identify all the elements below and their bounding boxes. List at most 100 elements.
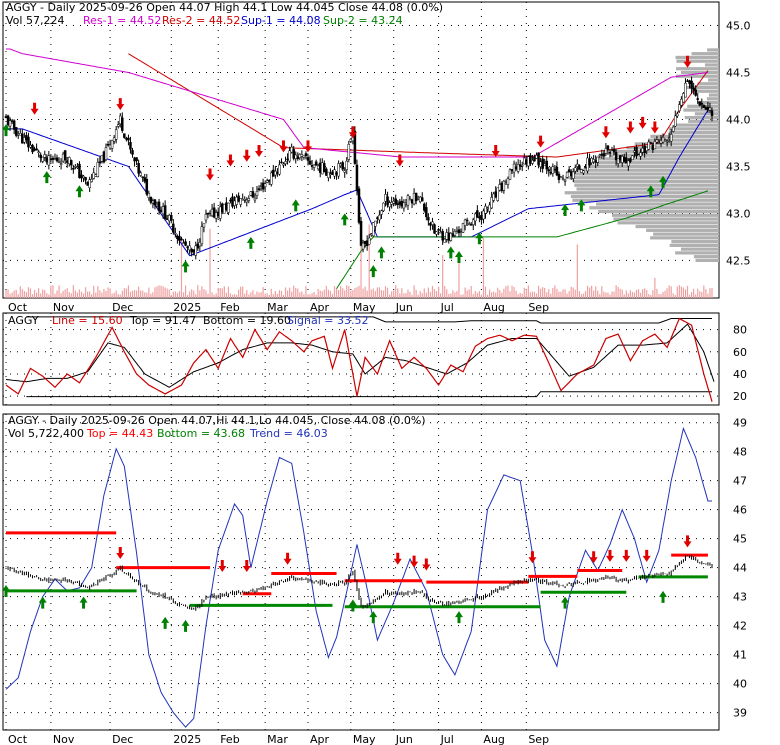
candle-body — [25, 135, 28, 141]
candle-body — [94, 174, 98, 177]
profile-bar — [676, 123, 719, 127]
volume-bar — [31, 294, 34, 298]
volume-bar — [656, 288, 658, 298]
volume-bar — [505, 286, 507, 298]
volume-bar — [95, 292, 97, 298]
volume-bar — [527, 285, 529, 298]
candle-body — [143, 177, 147, 182]
volume-bar — [699, 291, 701, 298]
volume-bar — [499, 290, 501, 298]
volume-bar — [152, 292, 154, 298]
candle-body — [476, 210, 479, 218]
volume-bar — [711, 287, 713, 298]
candle-body — [259, 185, 263, 187]
volume-bar — [395, 285, 397, 298]
volume-bar — [417, 294, 419, 298]
volume-bar — [158, 285, 160, 298]
volume-bar — [444, 286, 446, 298]
volume-bar — [107, 287, 109, 298]
profile-bar — [669, 243, 719, 247]
candle-body — [612, 148, 616, 152]
candle-body — [180, 238, 183, 241]
volume-bar — [221, 288, 223, 298]
candle-body — [484, 205, 487, 214]
candle-body — [396, 203, 400, 205]
volume-bar — [658, 294, 660, 298]
volume-bar — [284, 287, 287, 298]
date-tick-label: Mar — [267, 301, 288, 314]
price-tick-label: 44.0 — [726, 113, 751, 126]
candle-body — [157, 201, 161, 212]
candle-body — [343, 170, 346, 173]
volume-bar — [588, 287, 591, 298]
volume-bar — [670, 286, 672, 298]
volume-bar — [519, 292, 521, 298]
volume-bar — [566, 293, 568, 298]
volume-bar — [403, 293, 405, 298]
volume-bar — [476, 292, 478, 298]
date-tick-label: Sep — [528, 301, 549, 314]
candle-body — [502, 180, 506, 191]
candle-body — [112, 137, 116, 142]
candle-body — [149, 196, 153, 203]
candle-body — [684, 82, 687, 98]
candle-body — [653, 141, 657, 150]
volume-bar — [593, 290, 595, 298]
volume-bar — [513, 286, 515, 298]
sup2-line — [336, 190, 709, 289]
candle-body — [520, 164, 524, 167]
sell-arrow — [303, 140, 312, 153]
trend-sell-arrow — [283, 552, 292, 565]
candle-body — [288, 150, 291, 162]
candle-body — [92, 172, 95, 179]
volume-bar — [223, 286, 225, 298]
candle-body — [249, 191, 253, 196]
trend-tick-label: 39 — [733, 707, 747, 720]
volume-bar — [235, 294, 238, 298]
candle-body — [76, 166, 79, 168]
candle-body — [327, 171, 330, 178]
candle-body — [700, 103, 704, 105]
candle-body — [227, 202, 230, 213]
candle-body — [196, 243, 200, 249]
candle-body — [439, 231, 442, 234]
oscillator-lines — [5, 316, 715, 402]
candle-body — [674, 115, 677, 127]
volume-bar — [540, 288, 542, 298]
candle-body — [247, 198, 251, 201]
candle-body — [571, 171, 575, 179]
volume-bar — [664, 290, 666, 298]
volume-bar — [642, 289, 644, 298]
candle-body — [490, 197, 493, 209]
candle-body — [406, 195, 410, 206]
volume-bar — [507, 285, 509, 298]
volume-bar — [531, 291, 534, 298]
candle-body — [276, 172, 279, 174]
candle-body — [110, 140, 114, 149]
volume-bar — [564, 289, 566, 298]
volume-bar — [246, 290, 248, 298]
candle-body — [186, 246, 189, 249]
oscillator-panel: 80 60 40 20 AGGY Line = 15.60 Top = 91.47 B… — [2, 312, 747, 406]
volume-bar — [468, 289, 470, 298]
volume-bar — [36, 292, 38, 298]
candle-body — [588, 158, 591, 166]
profile-bar — [613, 217, 719, 221]
buy-arrow — [75, 185, 84, 198]
volume-bars — [5, 223, 713, 298]
candle-body — [314, 161, 318, 166]
candle-body — [449, 232, 453, 241]
candle-body — [710, 110, 714, 116]
candle-body — [296, 156, 300, 159]
volume-bar — [82, 293, 85, 298]
trend-sell-arrow — [393, 552, 402, 565]
volume-bar — [674, 294, 676, 298]
candle-body — [135, 157, 138, 162]
candle-body — [155, 204, 159, 207]
sell-arrow — [626, 121, 635, 134]
volume-bar — [676, 286, 678, 298]
osc-tick-label: 60 — [733, 346, 747, 359]
volume-bar — [431, 285, 434, 298]
date-tick-label: Feb — [220, 301, 239, 314]
profile-bar — [617, 153, 719, 157]
